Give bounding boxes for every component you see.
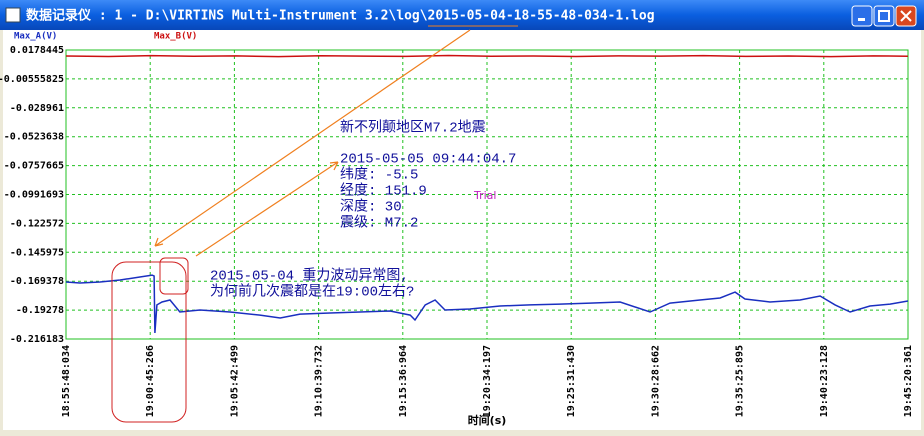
close-icon <box>900 10 912 22</box>
annotation: 2015-05-04 重力波动异常图, <box>210 268 409 285</box>
x-tick-label: 19:35:25:895 <box>735 345 746 417</box>
maximize-button[interactable] <box>873 5 895 27</box>
annotation: 新不列颠地区M7.2地震 <box>340 120 486 137</box>
y-tick-label: -0.122572 <box>10 218 64 229</box>
y-tick-label: -0.028961 <box>10 103 64 114</box>
chart: 0.0178445 -0.00555825 -0.028961 -0.0523638 -… <box>0 32 914 428</box>
legend-entry: Max_B(V) <box>154 32 197 42</box>
window-title: 数据记录仪 : 1 - D:\VIRTINS Multi-Instrument … <box>26 8 655 24</box>
annotation: 深度: 30 <box>340 199 402 216</box>
app-icon <box>5 7 21 23</box>
x-tick-label: 19:30:28:662 <box>650 345 661 417</box>
y-tick-label: 0.0178445 <box>10 45 64 56</box>
annotation: 经度: 151.9 <box>340 183 427 200</box>
y-tick-label: -0.216183 <box>10 334 64 345</box>
arrow <box>154 29 471 247</box>
x-tick-label: 19:00:45:266 <box>145 345 156 417</box>
chart-area <box>3 30 921 430</box>
maximize-icon <box>878 10 890 22</box>
x-tick-label: 19:15:36:964 <box>398 345 409 417</box>
minimize-button[interactable] <box>851 5 873 27</box>
overlay-drawings <box>111 25 518 423</box>
x-tick-label: 19:20:34:197 <box>482 345 493 417</box>
y-tick-label: -0.0991693 <box>4 190 64 201</box>
y-tick-label: -0.169378 <box>10 276 64 287</box>
data-line <box>65 274 909 334</box>
x-tick-label: 19:05:42:499 <box>229 345 240 417</box>
y-tick-label: -0.19278 <box>16 305 64 316</box>
x-tick-label: 19:25:31:430 <box>566 345 577 417</box>
y-tick-label: -0.00555825 <box>0 74 64 85</box>
x-tick-label: 19:40:23:128 <box>819 345 830 417</box>
annotation: 为何前几次震都是在19:00左右? <box>210 283 414 301</box>
minimize-icon <box>858 18 865 21</box>
legend-entry: Max_A(V) <box>14 32 57 42</box>
annotation: 震级: M7.2 <box>340 215 418 232</box>
data-line <box>65 54 908 58</box>
x-tick-label: 18:55:48:034 <box>61 345 72 417</box>
annotation: Trial <box>473 189 496 202</box>
x-tick-label: 19:10:39:732 <box>314 345 325 417</box>
window-buttons <box>851 5 917 27</box>
y-tick-label: -0.0523638 <box>4 132 64 143</box>
highlight-box <box>159 257 189 295</box>
x-tick-label: 19:45:20:361 <box>903 345 914 417</box>
annotation: 纬度: -5.5 <box>340 167 418 184</box>
arrow <box>195 161 339 257</box>
highlight-box <box>111 261 187 423</box>
y-tick-label: -0.0757665 <box>4 161 64 172</box>
y-tick-label: -0.145975 <box>10 247 64 258</box>
x-axis-label: 时间(s) <box>468 413 507 427</box>
title-bar <box>0 0 924 30</box>
annotation: 2015-05-05 09:44:04.7 <box>340 152 516 168</box>
